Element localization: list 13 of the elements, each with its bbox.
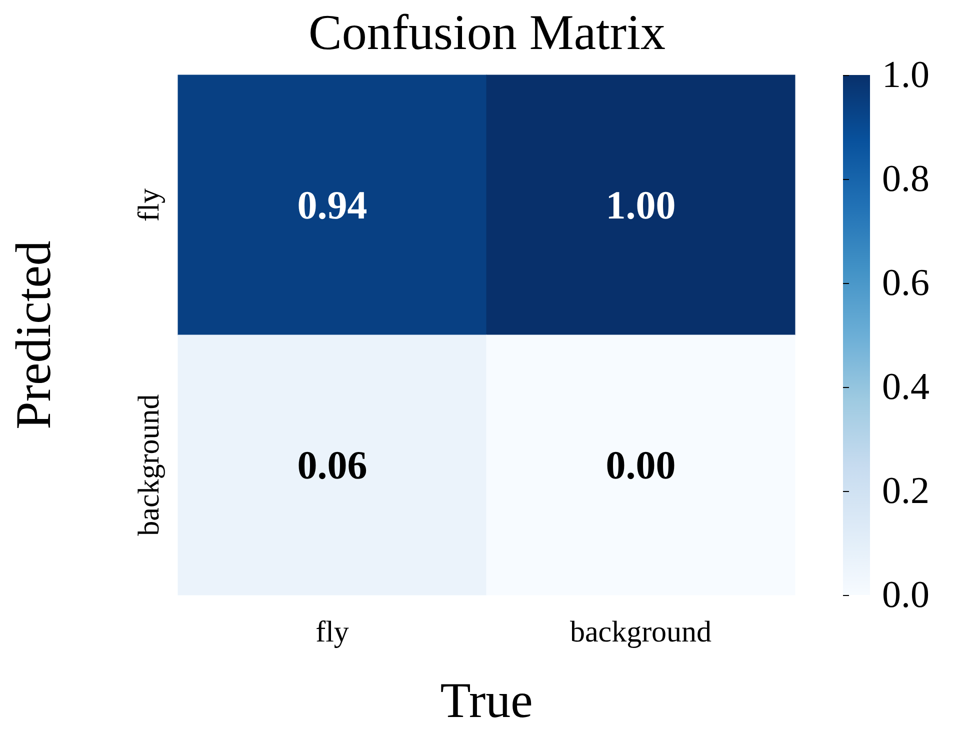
color-bar-label: 0.4	[882, 366, 930, 408]
color-bar-label: 0.2	[882, 470, 930, 512]
data-label: 0.00	[606, 442, 676, 488]
data-label: 0.06	[297, 442, 368, 488]
y-axis-title: Predicted	[5, 240, 61, 430]
x-axis-title: True	[440, 672, 533, 728]
data-label: 0.94	[297, 182, 368, 228]
color-bar-label: 0.6	[882, 262, 930, 304]
color-bar-label: 1.0	[882, 54, 930, 96]
data-label: 1.00	[606, 182, 676, 228]
color-bar-label: 0.0	[882, 574, 930, 616]
color-bar-label: 0.8	[882, 158, 930, 200]
chart-title: Confusion Matrix	[308, 4, 666, 60]
